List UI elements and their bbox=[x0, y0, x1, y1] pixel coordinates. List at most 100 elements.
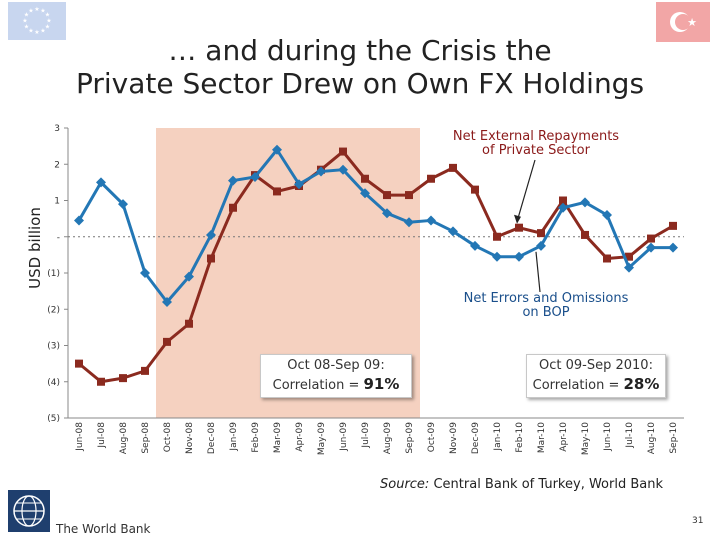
svg-text:★: ★ bbox=[45, 12, 50, 19]
y-tick-label: 3 bbox=[54, 124, 60, 134]
data-point-errors-omissions bbox=[426, 215, 436, 226]
data-point-repayments bbox=[97, 377, 105, 386]
x-tick-label: May-09 bbox=[317, 422, 327, 455]
data-point-repayments bbox=[119, 374, 127, 383]
x-tick-label: Oct-09 bbox=[427, 422, 437, 453]
y-tick-label: (1) bbox=[47, 269, 60, 279]
y-tick-label: - bbox=[57, 233, 60, 243]
y-tick-label: 1 bbox=[54, 197, 60, 207]
correlation-box-2-value: 28% bbox=[623, 375, 660, 393]
x-tick-label: Apr-10 bbox=[559, 422, 569, 452]
correlation-box-1-value: 91% bbox=[363, 375, 400, 393]
y-tick-label: (2) bbox=[47, 305, 60, 315]
x-tick-label: Sep-09 bbox=[405, 422, 415, 454]
x-tick-label: Nov-08 bbox=[185, 422, 195, 454]
data-point-repayments bbox=[647, 234, 655, 243]
series-line-repayments bbox=[78, 150, 674, 384]
data-point-repayments bbox=[361, 174, 369, 183]
data-point-repayments bbox=[625, 252, 633, 261]
data-point-errors-omissions bbox=[668, 242, 678, 253]
x-tick-label: Dec-09 bbox=[471, 422, 481, 454]
data-point-repayments bbox=[75, 359, 83, 368]
x-tick-label: Dec-08 bbox=[207, 422, 217, 454]
correlation-box-2-text: Oct 09-Sep 2010: Correlation = bbox=[532, 358, 653, 393]
turkey-flag-logo: ★ bbox=[656, 2, 710, 42]
x-tick-label: Feb-09 bbox=[251, 422, 261, 453]
svg-text:★: ★ bbox=[687, 16, 697, 29]
title-line-2: Private Sector Drew on Own FX Holdings bbox=[75, 67, 645, 100]
correlation-box-1: Oct 08-Sep 09: Correlation = 91% bbox=[260, 354, 412, 398]
x-tick-label: Aug-10 bbox=[647, 422, 657, 455]
data-point-errors-omissions bbox=[536, 240, 546, 251]
correlation-box-1-text: Oct 08-Sep 09: Correlation = bbox=[272, 358, 385, 393]
data-point-repayments bbox=[207, 254, 215, 263]
svg-text:★: ★ bbox=[24, 12, 29, 19]
slide-number: 31 bbox=[692, 516, 704, 526]
data-point-errors-omissions bbox=[250, 171, 260, 182]
x-tick-label: Mar-10 bbox=[537, 422, 547, 453]
data-point-errors-omissions bbox=[206, 229, 216, 240]
x-tick-label: Mar-09 bbox=[273, 422, 283, 453]
x-tick-label: Sep-10 bbox=[669, 422, 679, 454]
data-point-repayments bbox=[559, 196, 567, 205]
svg-text:★: ★ bbox=[22, 18, 27, 25]
svg-text:★: ★ bbox=[40, 28, 45, 35]
data-point-repayments bbox=[185, 319, 193, 328]
data-point-errors-omissions bbox=[602, 210, 612, 220]
data-point-errors-omissions bbox=[558, 202, 568, 213]
svg-text:★: ★ bbox=[24, 24, 29, 31]
y-tick-label: (3) bbox=[47, 342, 60, 352]
data-point-errors-omissions bbox=[294, 179, 304, 190]
data-point-errors-omissions bbox=[492, 251, 502, 262]
y-tick-label: (5) bbox=[47, 414, 60, 424]
data-point-repayments bbox=[669, 221, 677, 230]
data-point-repayments bbox=[383, 191, 391, 200]
x-tick-label: Jan-09 bbox=[229, 422, 239, 452]
series-line-errors-omissions bbox=[77, 148, 673, 304]
data-point-errors-omissions bbox=[162, 297, 172, 307]
svg-text:★: ★ bbox=[34, 29, 39, 36]
data-point-repayments bbox=[339, 147, 347, 156]
eu-flag-logo: ★ ★★ ★★★ ★★★ ★★★ bbox=[8, 2, 66, 40]
data-point-errors-omissions bbox=[580, 197, 590, 208]
data-point-repayments bbox=[603, 254, 611, 263]
data-point-errors-omissions bbox=[448, 226, 458, 237]
y-axis-title: USD billion bbox=[26, 207, 44, 289]
x-tick-label: Aug-09 bbox=[383, 422, 393, 455]
red-series-annotation: Net External Repayments of Private Secto… bbox=[452, 129, 620, 158]
data-point-errors-omissions bbox=[514, 251, 524, 262]
data-point-repayments bbox=[449, 163, 457, 172]
data-point-errors-omissions bbox=[228, 175, 238, 186]
svg-text:★: ★ bbox=[40, 8, 45, 15]
data-point-repayments bbox=[273, 187, 281, 196]
data-point-errors-omissions bbox=[96, 177, 106, 188]
x-tick-label: Jun-09 bbox=[339, 422, 349, 452]
data-point-errors-omissions bbox=[470, 240, 480, 251]
x-tick-label: May-10 bbox=[581, 422, 591, 455]
svg-text:★: ★ bbox=[28, 28, 33, 35]
x-tick-label: Jan-10 bbox=[493, 422, 503, 452]
x-tick-label: Feb-10 bbox=[515, 422, 525, 453]
svg-text:★: ★ bbox=[34, 6, 39, 13]
svg-text:★: ★ bbox=[45, 24, 50, 31]
data-point-errors-omissions bbox=[184, 271, 194, 282]
red-annotation-arrowhead bbox=[514, 214, 521, 224]
data-point-repayments bbox=[427, 174, 435, 183]
data-point-errors-omissions bbox=[272, 144, 282, 155]
x-tick-label: Sep-08 bbox=[141, 422, 151, 454]
data-point-errors-omissions bbox=[74, 215, 84, 226]
data-point-errors-omissions bbox=[404, 217, 414, 228]
x-tick-label: Apr-09 bbox=[295, 422, 305, 452]
data-point-repayments bbox=[515, 223, 523, 232]
x-tick-label: Aug-08 bbox=[119, 422, 129, 455]
correlation-box-2: Oct 09-Sep 2010: Correlation = 28% bbox=[526, 354, 666, 398]
y-tick-label: 2 bbox=[54, 160, 60, 170]
data-point-repayments bbox=[229, 203, 237, 212]
data-point-errors-omissions bbox=[316, 166, 326, 177]
source-note: Source: Central Bank of Turkey, World Ba… bbox=[380, 477, 663, 492]
blue-series-annotation: Net Errors and Omissions on BOP bbox=[463, 291, 629, 320]
red-annotation-leader-line bbox=[516, 159, 536, 222]
slide-title: … and during the Crisis the Private Sect… bbox=[40, 34, 680, 100]
data-point-errors-omissions bbox=[624, 262, 634, 273]
